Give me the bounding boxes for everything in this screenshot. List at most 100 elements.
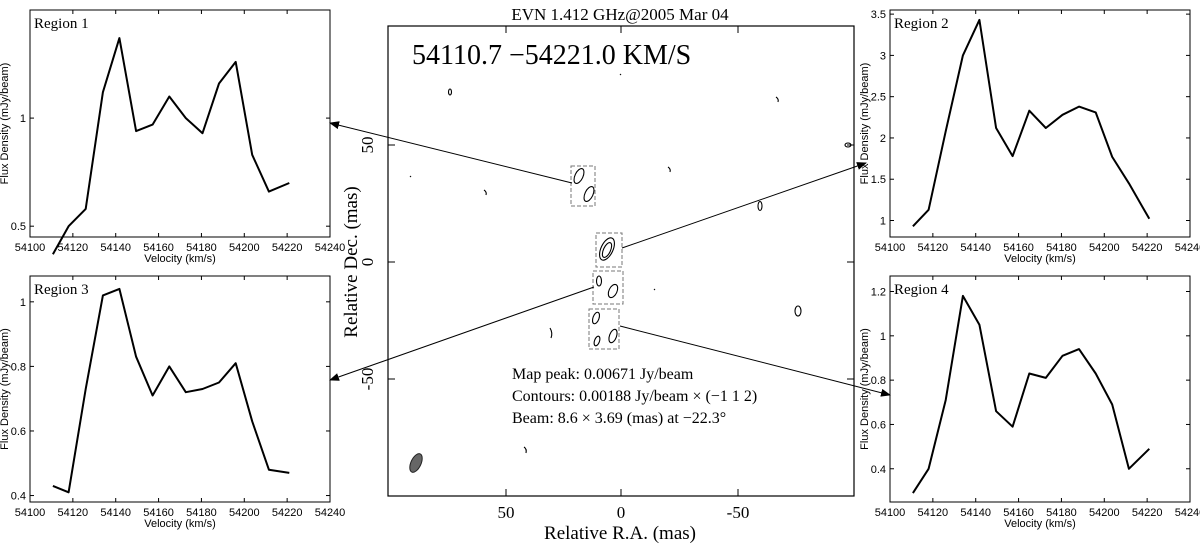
region-3-spectrum-panel: 54100 54120 54140 54160 54180 54200 54220 54240… — [0, 275, 346, 530]
x-tick-label: 54200 — [229, 242, 260, 254]
y-tick-label: 2.5 — [871, 92, 886, 104]
contours-annotation: Contours: 0.00188 Jy/beam × (−1 1 2) — [512, 388, 757, 405]
y-tick-label: 1.2 — [871, 287, 886, 299]
x-axis-label: Velocity (km/s) — [144, 518, 216, 530]
x-tick-label: 54100 — [875, 242, 906, 254]
x-tick-label: 54180 — [1046, 242, 1077, 254]
region-4-spectrum-panel: 54100 54120 54140 54160 54180 54200 54220 5424 0… — [859, 275, 1200, 530]
y-tick-label: 0.4 — [871, 464, 886, 476]
map-xtick-label: 0 — [617, 503, 626, 522]
map-xlabel: Relative R.A. (mas) — [544, 523, 696, 544]
plot-frame — [889, 9, 1191, 238]
x-tick-label: 54140 — [960, 242, 991, 254]
x-tick-label: 54160 — [143, 507, 174, 519]
plot-frame — [29, 275, 331, 503]
x-tick-label: 54120 — [918, 507, 949, 519]
map-ytick-label: 50 — [358, 137, 377, 154]
x-tick-label: 54200 — [1089, 242, 1120, 254]
map-ytick-label: -50 — [358, 368, 377, 391]
spectrum-line — [52, 37, 290, 255]
x-tick-label: 54100 — [15, 242, 46, 254]
x-tick-label: 54160 — [143, 242, 174, 254]
plot-frame — [29, 9, 331, 238]
panel-label: Region 1 — [34, 16, 89, 32]
y-tick-label: 2 — [880, 133, 886, 145]
y-tick-label: 0.8 — [871, 375, 886, 387]
panel-label: Region 2 — [894, 16, 949, 32]
y-axis-label: Flux Density (mJy/beam) — [0, 63, 11, 185]
y-tick-label: 1 — [880, 215, 886, 227]
arrow-region-2 — [621, 162, 867, 249]
map-xtick-label: 50 — [498, 503, 515, 522]
panel-label: Region 4 — [894, 282, 949, 298]
x-axis-label: Velocity (km/s) — [144, 253, 216, 265]
y-tick-label: 0.6 — [871, 419, 886, 431]
y-tick-label: 0.5 — [11, 221, 26, 233]
y-tick-label: 3.5 — [871, 9, 886, 21]
x-tick-label: 54160 — [1003, 507, 1034, 519]
x-tick-label: 54120 — [58, 507, 89, 519]
contours — [409, 73, 852, 454]
beam-annotation: Beam: 8.6 × 3.69 (mas) at −22.3° — [512, 410, 726, 427]
region-2-box — [595, 232, 623, 268]
x-tick-label: 54100 — [15, 507, 46, 519]
y-axis-label: Flux Density (mJy/beam) — [859, 63, 871, 185]
map-peak-annotation: Map peak: 0.00671 Jy/beam — [512, 366, 694, 383]
arrow-region-3 — [329, 286, 595, 381]
x-tick-label: 54220 — [1132, 507, 1163, 519]
panel-label: Region 3 — [34, 282, 89, 298]
x-tick-label: 54180 — [186, 507, 217, 519]
x-axis-label: Velocity (km/s) — [1004, 518, 1076, 530]
region-1-box — [570, 165, 596, 207]
x-tick-label: 54160 — [1003, 242, 1034, 254]
arrow-region-1 — [329, 121, 573, 184]
x-tick-label: 54120 — [918, 242, 949, 254]
y-axis-label: Flux Density (mJy/beam) — [859, 328, 871, 450]
contour-map: EVN 1.412 GHz@2005 Mar 04 54110.7 −54221… — [341, 5, 855, 544]
arrow-region-4 — [619, 325, 891, 397]
y-tick-label: 1 — [880, 331, 886, 343]
region-arrows — [329, 121, 891, 397]
map-title: EVN 1.412 GHz@2005 Mar 04 — [511, 5, 729, 24]
x-tick-label: 54100 — [875, 507, 906, 519]
x-tick-label: 54200 — [1089, 507, 1120, 519]
x-tick-label: 54140 — [960, 507, 991, 519]
x-tick-label: 54240 — [315, 242, 346, 254]
spectrum-line — [52, 287, 290, 494]
plot-frame — [889, 275, 1191, 503]
x-axis-label: Velocity (km/s) — [1004, 253, 1076, 265]
spectrum-line — [912, 18, 1151, 227]
velocity-range-label: 54110.7 −54221.0 KM/S — [412, 40, 691, 71]
x-tick-label: 54200 — [229, 507, 260, 519]
y-tick-label: 0.8 — [11, 361, 26, 373]
spectrum-line — [912, 294, 1151, 494]
y-axis-label: Flux Density (mJy/beam) — [0, 328, 11, 450]
region-boxes — [570, 165, 624, 350]
region-2-spectrum-panel: 54100 54120 54140 54160 54180 54200 54220 54240… — [859, 9, 1200, 265]
y-tick-label: 3 — [880, 50, 886, 62]
x-tick-label: 54240 — [1175, 242, 1200, 254]
y-tick-label: 1 — [20, 113, 26, 125]
x-tick-label: 54180 — [186, 242, 217, 254]
x-tick-label: 54180 — [1046, 507, 1077, 519]
region-4-box — [588, 308, 620, 350]
x-tick-label: 54140 — [100, 242, 131, 254]
map-ylabel: Relative Dec. (mas) — [341, 186, 362, 337]
region-1-spectrum-panel: 54100 54120 54140 54160 54180 54200 54220 54240… — [0, 9, 346, 265]
x-tick-label: 54220 — [272, 242, 303, 254]
x-tick-label: 54140 — [100, 507, 131, 519]
y-tick-label: 0.6 — [11, 426, 26, 438]
x-tick-label: 54240 — [1175, 507, 1200, 519]
map-ticks — [388, 26, 854, 496]
x-tick-label: 54220 — [272, 507, 303, 519]
beam-ellipse — [409, 453, 423, 473]
map-ytick-label: 0 — [358, 258, 377, 267]
y-tick-label: 0.4 — [11, 491, 26, 503]
x-tick-label: 54220 — [1132, 242, 1163, 254]
x-tick-label: 54120 — [58, 242, 89, 254]
x-tick-label: 54240 — [315, 507, 346, 519]
y-tick-label: 1.5 — [871, 174, 886, 186]
y-tick-label: 1 — [20, 297, 26, 309]
map-xtick-label: -50 — [727, 503, 750, 522]
